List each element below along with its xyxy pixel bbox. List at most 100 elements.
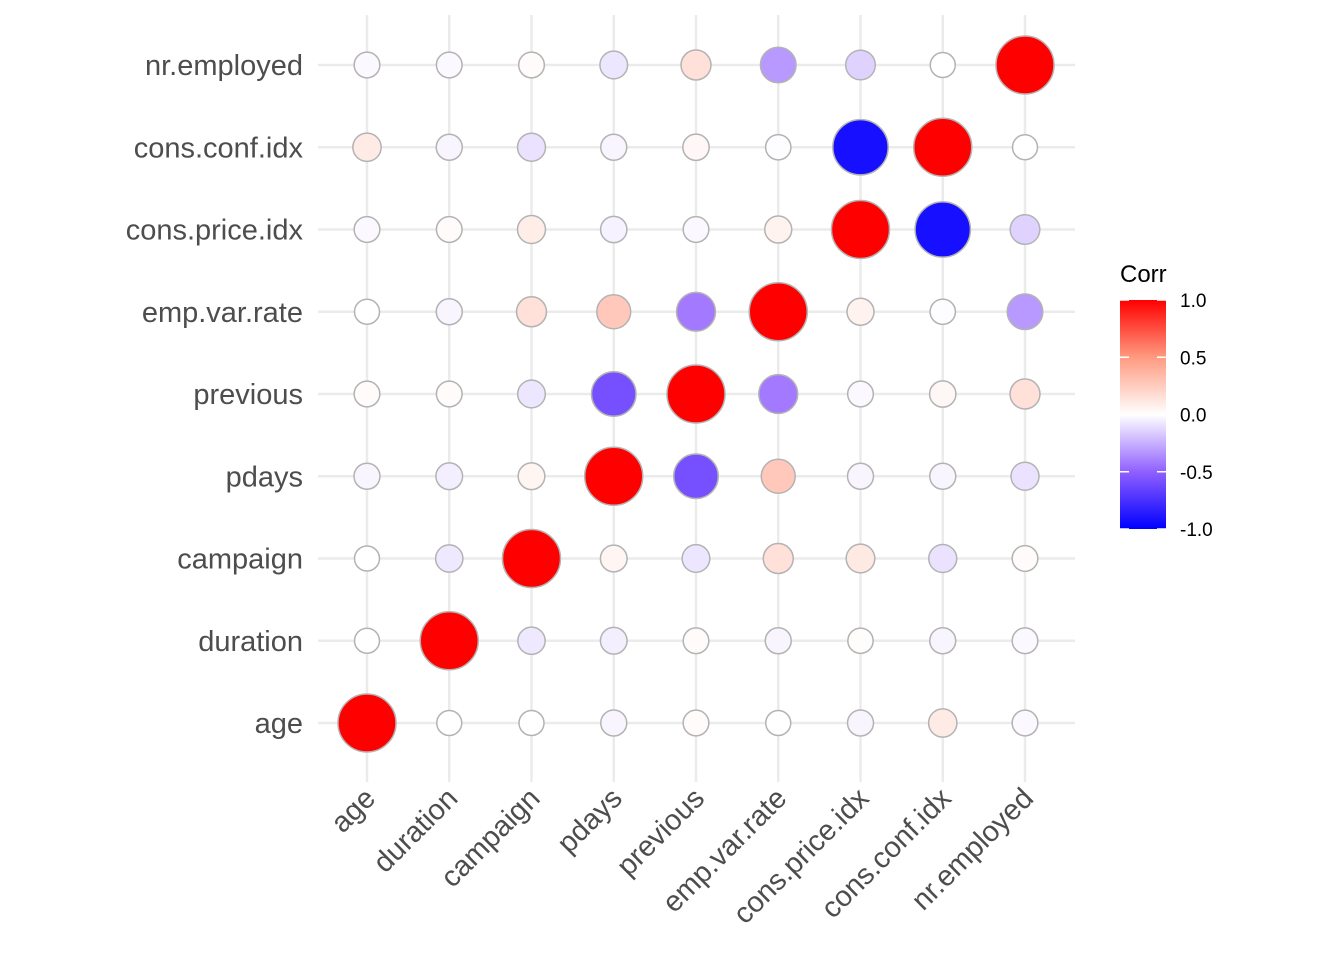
corr-point-duration-age <box>353 627 381 654</box>
corr-point-campaign-duration <box>434 544 464 573</box>
corr-point-pdays-nr.employed <box>1010 461 1040 491</box>
corr-point-campaign-previous <box>681 543 711 574</box>
corr-point-duration-emp.var.rate <box>764 627 792 655</box>
corr-point-cons.conf.idx-pdays <box>600 133 628 161</box>
corr-point-campaign-cons.conf.idx <box>928 543 958 574</box>
corr-point-nr.employed-cons.conf.idx <box>929 51 956 79</box>
corr-point-cons.conf.idx-age <box>352 132 382 163</box>
color-legend: Corr 1.0 0.5 0.0 -0.5 -1.0 <box>1120 261 1213 541</box>
corr-point-cons.conf.idx-nr.employed <box>1011 134 1039 161</box>
y-tick-label: duration <box>198 626 303 658</box>
corr-point-cons.price.idx-previous <box>682 215 710 244</box>
corr-point-previous-duration <box>435 380 463 408</box>
y-tick-label: nr.employed <box>145 50 303 82</box>
corr-point-duration-cons.conf.idx <box>929 627 957 655</box>
y-tick-label: cons.price.idx <box>126 215 304 247</box>
corr-point-cons.price.idx-cons.price.idx <box>830 199 891 260</box>
corr-point-campaign-emp.var.rate <box>762 542 794 575</box>
corr-point-previous-age <box>353 380 381 408</box>
corr-point-cons.price.idx-duration <box>435 215 463 244</box>
corr-point-emp.var.rate-cons.price.idx <box>846 297 875 326</box>
corr-point-cons.price.idx-pdays <box>599 215 628 244</box>
corr-point-pdays-campaign <box>517 462 546 491</box>
corr-point-nr.employed-duration <box>435 51 463 79</box>
corr-point-duration-campaign <box>517 626 546 656</box>
corr-point-age-cons.price.idx <box>846 709 875 737</box>
corr-point-cons.conf.idx-campaign <box>516 132 547 162</box>
corr-point-cons.conf.idx-emp.var.rate <box>764 133 792 161</box>
corr-point-nr.employed-nr.employed <box>995 35 1055 95</box>
corr-point-pdays-emp.var.rate <box>760 458 796 494</box>
corr-point-previous-cons.conf.idx <box>928 380 957 408</box>
corr-point-campaign-campaign <box>501 528 562 589</box>
corr-point-cons.conf.idx-cons.price.idx <box>832 118 889 176</box>
corr-point-previous-pdays <box>590 371 637 417</box>
corr-point-campaign-cons.price.idx <box>845 543 876 574</box>
corr-point-age-age <box>337 693 397 753</box>
corr-point-nr.employed-age <box>353 51 381 79</box>
corr-point-previous-emp.var.rate <box>758 373 799 415</box>
corr-point-campaign-nr.employed <box>1011 544 1039 573</box>
x-tick-label: age <box>325 782 382 839</box>
corr-point-duration-cons.price.idx <box>847 627 874 655</box>
corr-point-emp.var.rate-cons.conf.idx <box>929 298 957 326</box>
corr-point-cons.conf.idx-cons.conf.idx <box>913 117 973 177</box>
corr-point-age-pdays <box>600 709 628 737</box>
corr-point-cons.price.idx-emp.var.rate <box>764 215 793 244</box>
legend-tick-label: 0.5 <box>1180 348 1206 369</box>
corr-point-age-previous <box>682 709 710 737</box>
corr-point-nr.employed-emp.var.rate <box>759 46 797 84</box>
corr-point-pdays-duration <box>435 462 464 491</box>
corr-point-age-nr.employed <box>1011 709 1039 737</box>
corr-point-pdays-previous <box>673 453 719 500</box>
x-tick-label: pdays <box>551 782 628 859</box>
corr-point-duration-nr.employed <box>1011 627 1039 655</box>
corr-point-campaign-pdays <box>599 544 628 573</box>
corr-point-duration-duration <box>419 611 479 671</box>
y-tick-label: age <box>255 708 303 740</box>
corr-point-pdays-age <box>353 462 381 490</box>
corr-point-age-emp.var.rate <box>765 709 792 737</box>
corr-point-pdays-cons.conf.idx <box>929 462 957 490</box>
corr-point-cons.price.idx-campaign <box>516 214 547 245</box>
corr-point-previous-campaign <box>516 379 547 409</box>
corr-point-duration-pdays <box>599 626 628 655</box>
corr-point-pdays-pdays <box>584 446 644 506</box>
corr-point-duration-previous <box>682 627 710 655</box>
corr-point-nr.employed-campaign <box>517 51 546 79</box>
corr-point-emp.var.rate-age <box>353 298 381 325</box>
corr-point-cons.price.idx-cons.conf.idx <box>914 201 972 258</box>
corr-point-nr.employed-pdays <box>599 50 629 80</box>
corr-point-age-campaign <box>518 709 545 737</box>
legend-title: Corr <box>1120 261 1167 288</box>
corr-point-cons.price.idx-age <box>353 215 381 244</box>
y-tick-label: pdays <box>226 461 303 493</box>
y-tick-label: previous <box>193 379 303 411</box>
corr-point-pdays-cons.price.idx <box>846 462 875 490</box>
y-axis-labels: age duration campaign pdays previous emp.var.… <box>126 50 304 740</box>
corr-point-cons.price.idx-nr.employed <box>1009 213 1041 246</box>
corr-point-cons.conf.idx-previous <box>682 133 710 162</box>
corr-point-emp.var.rate-nr.employed <box>1006 293 1044 331</box>
corr-point-cons.conf.idx-duration <box>435 133 463 161</box>
y-tick-label: cons.conf.idx <box>134 132 304 164</box>
y-tick-label: emp.var.rate <box>142 297 303 329</box>
legend-tick-label: 0.0 <box>1180 406 1206 427</box>
corr-point-age-cons.conf.idx <box>927 708 958 738</box>
corr-point-previous-nr.employed <box>1009 378 1041 410</box>
corr-point-emp.var.rate-emp.var.rate <box>748 282 808 342</box>
legend-tick-label: -0.5 <box>1180 463 1213 484</box>
corr-point-emp.var.rate-previous <box>675 291 717 332</box>
corr-point-nr.employed-previous <box>680 49 712 81</box>
corr-point-previous-previous <box>666 364 726 424</box>
legend-tick-label: 1.0 <box>1180 291 1206 312</box>
legend-tick-label: -1.0 <box>1180 520 1213 541</box>
corr-point-age-duration <box>436 709 463 737</box>
corr-point-previous-cons.price.idx <box>846 380 875 408</box>
corr-point-nr.employed-cons.price.idx <box>844 49 877 81</box>
corr-point-campaign-age <box>353 545 381 572</box>
correlation-points <box>337 35 1055 753</box>
corr-point-emp.var.rate-campaign <box>515 296 548 328</box>
